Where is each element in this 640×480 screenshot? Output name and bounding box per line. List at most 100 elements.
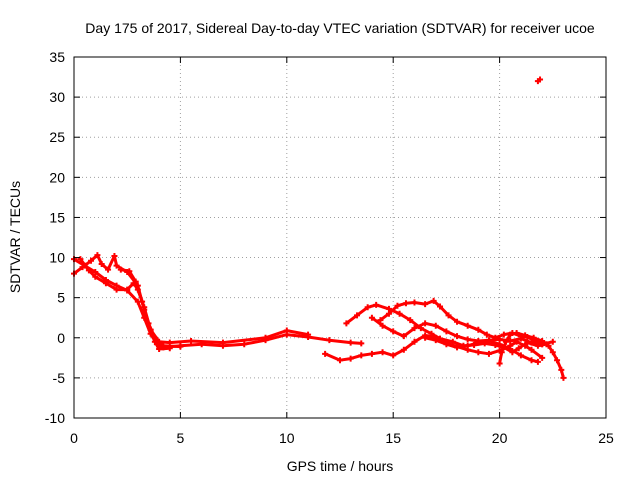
y-tick-label: 15 — [49, 209, 65, 225]
data-point — [113, 262, 120, 269]
data-point — [347, 339, 354, 346]
data-point — [94, 252, 101, 259]
data-point — [283, 327, 290, 334]
data-point — [396, 310, 403, 317]
data-point — [79, 264, 86, 271]
data-point — [528, 339, 535, 346]
y-axis-label: SDTVAR / TECUs — [7, 181, 23, 293]
data-point — [347, 355, 354, 362]
y-tick-label: -5 — [53, 370, 66, 386]
data-point — [539, 337, 546, 344]
x-tick-label: 25 — [598, 430, 614, 446]
data-point — [517, 335, 524, 342]
data-point — [219, 339, 226, 346]
data-point — [343, 320, 350, 327]
data-point — [262, 334, 269, 341]
data-point — [507, 346, 514, 353]
data-point — [126, 268, 133, 275]
data-point — [92, 273, 99, 280]
data-point — [151, 334, 158, 341]
data-point — [545, 342, 552, 349]
data-point — [515, 345, 522, 352]
data-point — [454, 344, 461, 351]
y-tick-label: 10 — [49, 250, 65, 266]
data-point — [77, 256, 84, 263]
data-point — [475, 326, 482, 333]
data-point — [430, 297, 437, 304]
data-point — [539, 354, 546, 361]
data-point — [322, 350, 329, 357]
y-tick-label: 35 — [49, 49, 65, 65]
x-axis-label: GPS time / hours — [287, 458, 394, 474]
data-point — [558, 366, 565, 373]
data-point — [188, 337, 195, 344]
data-point — [156, 346, 163, 353]
data-point — [385, 310, 392, 317]
data-point — [85, 267, 92, 274]
grid — [74, 57, 606, 418]
data-point — [373, 301, 380, 308]
data-point — [145, 320, 152, 327]
x-tick-label: 20 — [492, 430, 508, 446]
series-track-d — [119, 268, 182, 349]
data-point — [102, 280, 109, 287]
data-point — [485, 350, 492, 357]
data-point — [377, 317, 384, 324]
data-point — [407, 317, 414, 324]
data-point — [132, 278, 139, 285]
data-point — [139, 298, 146, 305]
plot-frame — [73, 56, 607, 419]
y-tick-label: 5 — [57, 290, 65, 306]
data-point — [428, 330, 435, 337]
data-point — [445, 312, 452, 319]
data-point — [443, 341, 450, 348]
data-point — [422, 334, 429, 341]
chart-title: Day 175 of 2017, Sidereal Day-to-day VTE… — [85, 20, 595, 36]
data-point — [437, 303, 444, 310]
data-point — [124, 286, 131, 293]
y-tick-label: -10 — [45, 410, 65, 426]
data-point — [549, 349, 556, 356]
y-tick-label: 20 — [49, 169, 65, 185]
data-point — [496, 341, 503, 348]
data-point — [464, 336, 471, 343]
data-point — [522, 332, 529, 339]
data-point — [537, 76, 544, 83]
data-point — [411, 325, 418, 332]
data-point — [400, 346, 407, 353]
data-point — [432, 337, 439, 344]
data-point — [485, 337, 492, 344]
data-point — [517, 352, 524, 359]
data-point — [534, 358, 541, 365]
data-point — [560, 374, 567, 381]
data-point — [549, 338, 556, 345]
series-layer — [71, 76, 567, 381]
data-point — [368, 350, 375, 357]
data-point — [449, 338, 456, 345]
data-point — [454, 318, 461, 325]
data-point — [411, 299, 418, 306]
data-point — [160, 342, 167, 349]
data-point — [400, 333, 407, 340]
data-point — [326, 337, 333, 344]
series-track-h — [370, 316, 555, 346]
y-tick-label: 30 — [49, 89, 65, 105]
data-point — [305, 331, 312, 338]
data-point — [354, 312, 361, 319]
data-point — [166, 339, 173, 346]
data-point — [358, 340, 365, 347]
data-point — [411, 338, 418, 345]
data-point — [443, 328, 450, 335]
y-tick-label: 0 — [57, 330, 65, 346]
data-point — [105, 266, 112, 273]
data-point — [513, 329, 520, 336]
data-point — [502, 338, 509, 345]
data-point — [454, 333, 461, 340]
data-point — [464, 342, 471, 349]
data-point — [177, 343, 184, 350]
data-point — [358, 352, 365, 359]
data-point — [528, 346, 535, 353]
series-track-b — [72, 253, 310, 345]
data-point — [483, 331, 490, 338]
data-point — [117, 266, 124, 273]
